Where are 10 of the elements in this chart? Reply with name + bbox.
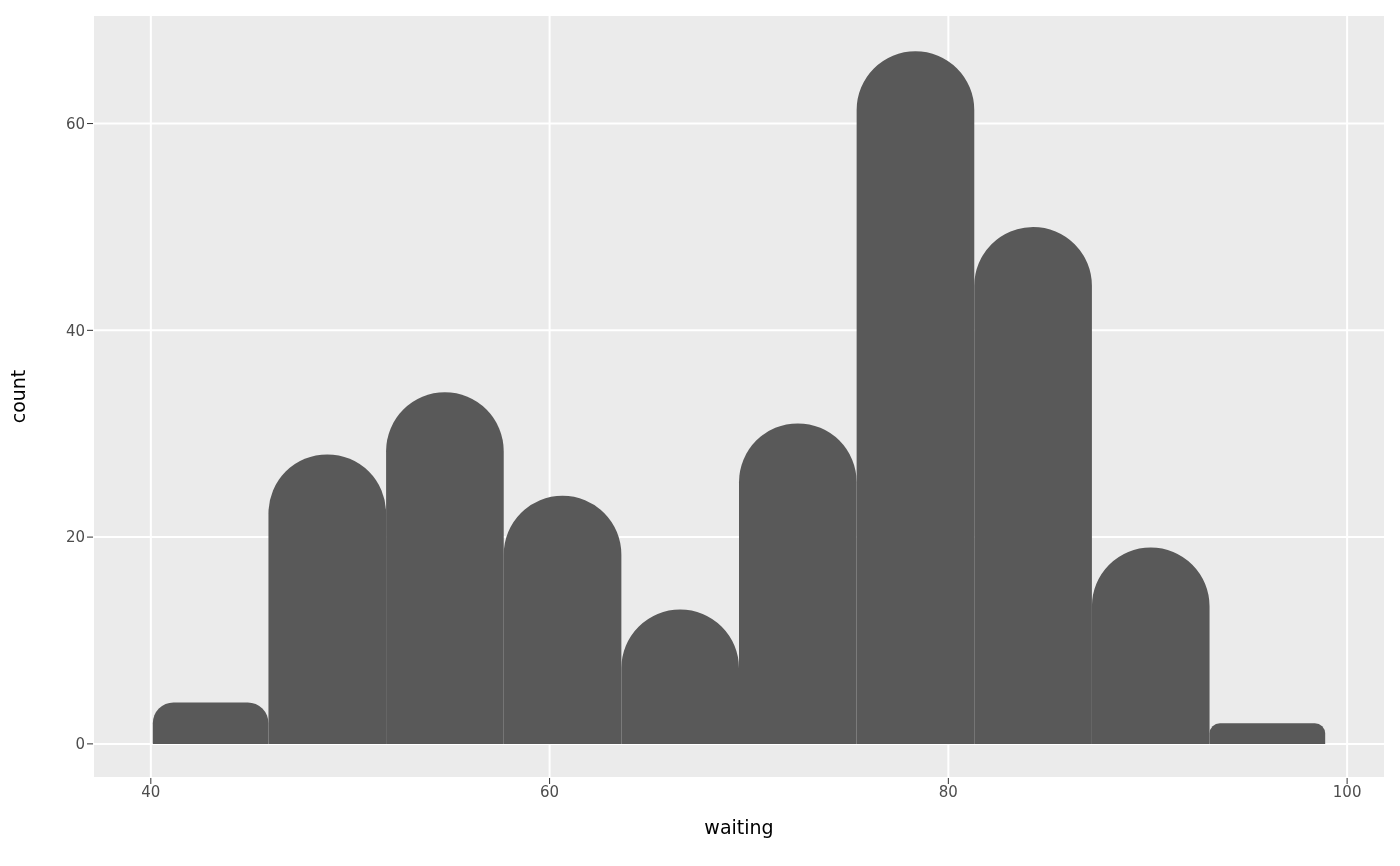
y-tick-label: 60 bbox=[65, 114, 85, 133]
x-tick-label: 40 bbox=[141, 782, 161, 801]
x-tick-label: 60 bbox=[540, 782, 560, 801]
x-axis-title: waiting bbox=[704, 816, 774, 838]
y-tick-label: 0 bbox=[75, 735, 85, 754]
x-tick-label: 100 bbox=[1332, 782, 1362, 801]
x-tick-label: 80 bbox=[938, 782, 958, 801]
y-axis-title: count bbox=[6, 369, 29, 424]
y-tick-label: 40 bbox=[65, 321, 85, 340]
y-tick-label: 20 bbox=[65, 528, 85, 547]
